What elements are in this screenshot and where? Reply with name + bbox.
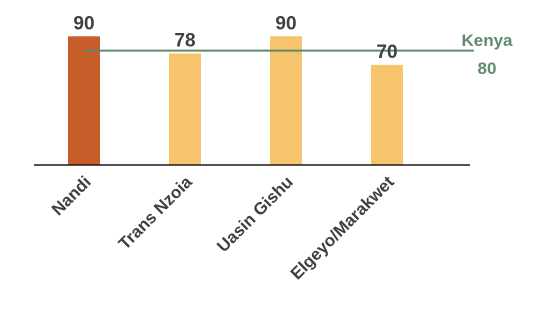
bar-trans-nzoia: [169, 53, 201, 165]
category-label: Uasin Gishu: [213, 172, 297, 256]
value-labels-group: 90 78 90 70: [73, 13, 397, 63]
category-label: Trans Nzoia: [115, 172, 196, 253]
bar-uasin-gishu: [270, 36, 302, 165]
value-label: 90: [73, 13, 94, 34]
reference-line-name: Kenya: [461, 31, 513, 50]
bars-group: [68, 36, 403, 165]
value-label: 78: [174, 30, 195, 51]
reference-line-value: 80: [478, 59, 497, 78]
value-label: 90: [275, 13, 296, 34]
value-label: 70: [376, 42, 397, 63]
category-label: Nandi: [48, 172, 95, 219]
category-labels-group: Nandi Trans Nzoia Uasin GishuElgeyo/Marakw…: [48, 172, 398, 283]
category-label: Elgeyo/Marakwet: [287, 172, 398, 283]
bar-elgeyo-marakwet: [371, 64, 403, 165]
bar-nandi: [68, 36, 100, 165]
